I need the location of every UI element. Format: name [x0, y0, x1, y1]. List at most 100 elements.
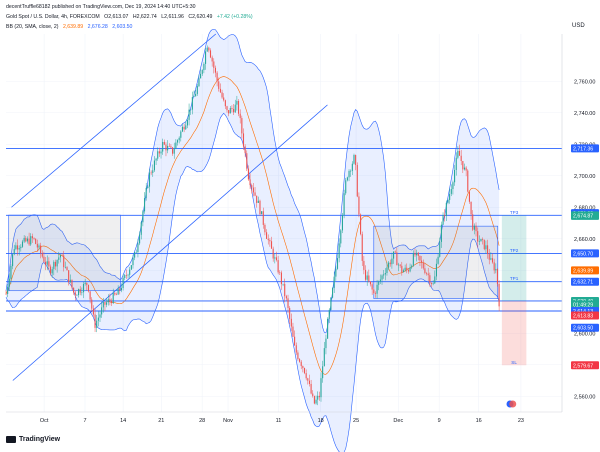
- candle-76: [130, 265, 132, 270]
- candle-169: [284, 283, 286, 297]
- logo-text: TradingView: [19, 436, 61, 443]
- candle-122: [206, 47, 208, 52]
- candle-84: [143, 198, 146, 212]
- candle-280: [467, 170, 469, 192]
- candle-104: [176, 140, 179, 143]
- candle-129: [218, 81, 220, 89]
- price-tag-bg-10: [571, 311, 599, 320]
- candle-288: [480, 238, 482, 242]
- candle-161: [270, 241, 273, 249]
- candle-131: [221, 92, 223, 98]
- indicator-name[interactable]: BB (20, SMA, close, 2): [6, 24, 59, 30]
- candle-90: [153, 160, 155, 171]
- candle-32: [58, 257, 60, 260]
- candle-70: [120, 288, 123, 291]
- time-axis[interactable]: Oct 7 14 21 28 Nov 11 18 25 Dec 9 16 23: [6, 411, 562, 424]
- candle-253: [422, 262, 424, 269]
- position-loss-zone: [501, 300, 527, 366]
- candle-266: [444, 215, 446, 217]
- candle-123: [208, 47, 210, 51]
- candle-228: [381, 275, 383, 280]
- candle-267: [445, 202, 447, 217]
- candle-38: [68, 270, 70, 283]
- candle-262: [437, 256, 439, 264]
- candle-257: [429, 275, 431, 284]
- symbol-title[interactable]: Gold Spot / U.S. Dollar, 4h, FOREXCOM: [6, 14, 100, 20]
- candle-156: [262, 211, 264, 225]
- candle-162: [272, 248, 274, 259]
- bb-lower-line: [5, 112, 500, 452]
- candle-111: [188, 109, 190, 120]
- range-zones: [8, 214, 499, 299]
- candle-167: [280, 272, 282, 285]
- tradingview-logo[interactable]: TradingView: [6, 436, 60, 443]
- candle-5: [13, 249, 15, 255]
- candle-66: [114, 292, 116, 295]
- candle-77: [132, 257, 134, 266]
- candle-183: [307, 378, 309, 381]
- candle-15: [30, 236, 32, 245]
- candle-81: [139, 234, 141, 244]
- candle-114: [193, 96, 195, 98]
- candle-13: [26, 238, 28, 242]
- time-tick-1: 7: [83, 418, 86, 424]
- candle-42: [74, 292, 76, 296]
- currency-label[interactable]: USD: [572, 23, 585, 29]
- price-tag-bg-11: [571, 323, 599, 332]
- candle-49: [86, 282, 88, 285]
- candle-232: [388, 262, 390, 268]
- candle-265: [442, 215, 444, 225]
- candle-273: [455, 157, 457, 170]
- candle-176: [295, 345, 297, 353]
- candle-204: [341, 214, 343, 231]
- price-tag-text-4: 2,650.70: [573, 251, 593, 257]
- price-tag-4: 2,650.70: [571, 249, 599, 258]
- candle-24: [45, 261, 47, 265]
- candle-246: [411, 265, 413, 268]
- position-profit-zone: [501, 215, 527, 301]
- candle-9: [20, 246, 22, 249]
- candle-245: [409, 267, 411, 272]
- candle-255: [425, 273, 428, 274]
- candle-250: [417, 252, 419, 256]
- candle-51: [89, 291, 91, 300]
- candle-198: [331, 287, 334, 298]
- candle-4: [12, 254, 14, 267]
- candle-218: [364, 269, 367, 280]
- position-tool[interactable]: TP3 TP2 TP1 SL: [501, 210, 527, 366]
- candle-193: [323, 348, 325, 367]
- candle-147: [247, 168, 249, 180]
- candle-154: [259, 200, 261, 215]
- candle-48: [84, 282, 86, 285]
- candle-55: [96, 320, 98, 328]
- candle-237: [396, 252, 398, 266]
- range-zone-october: [8, 214, 121, 292]
- time-tick-5: Nov: [223, 418, 233, 424]
- candle-214: [358, 196, 360, 215]
- event-flags[interactable]: [506, 400, 517, 408]
- candle-227: [379, 279, 381, 282]
- candle-297: [495, 268, 497, 271]
- candle-136: [229, 108, 231, 114]
- candle-172: [289, 307, 291, 319]
- ohlc-change: +7.42 (+0.28%): [216, 14, 253, 20]
- candle-95: [162, 141, 164, 152]
- price-tag-bg-3: [571, 211, 599, 220]
- candle-291: [485, 245, 487, 250]
- candle-171: [287, 298, 289, 308]
- candle-17: [33, 238, 35, 239]
- candle-50: [87, 284, 90, 292]
- price-tag-bg-8: [571, 300, 599, 309]
- candle-16: [31, 236, 33, 239]
- indicator-line: BB (20, SMA, close, 2) 2,639.89 2,676.28…: [6, 24, 135, 30]
- candle-283: [472, 214, 474, 230]
- price-tag-8: 01:49:29: [571, 300, 599, 309]
- price-axis[interactable]: 2,560.002,580.002,600.002,620.002,640.00…: [561, 34, 595, 412]
- candle-211: [353, 155, 355, 164]
- candle-121: [204, 51, 207, 64]
- candles: [5, 45, 500, 406]
- candle-256: [427, 273, 429, 276]
- ohlc-close: C2,620.49: [188, 14, 213, 20]
- price-tag-text-8: 01:49:29: [573, 303, 593, 309]
